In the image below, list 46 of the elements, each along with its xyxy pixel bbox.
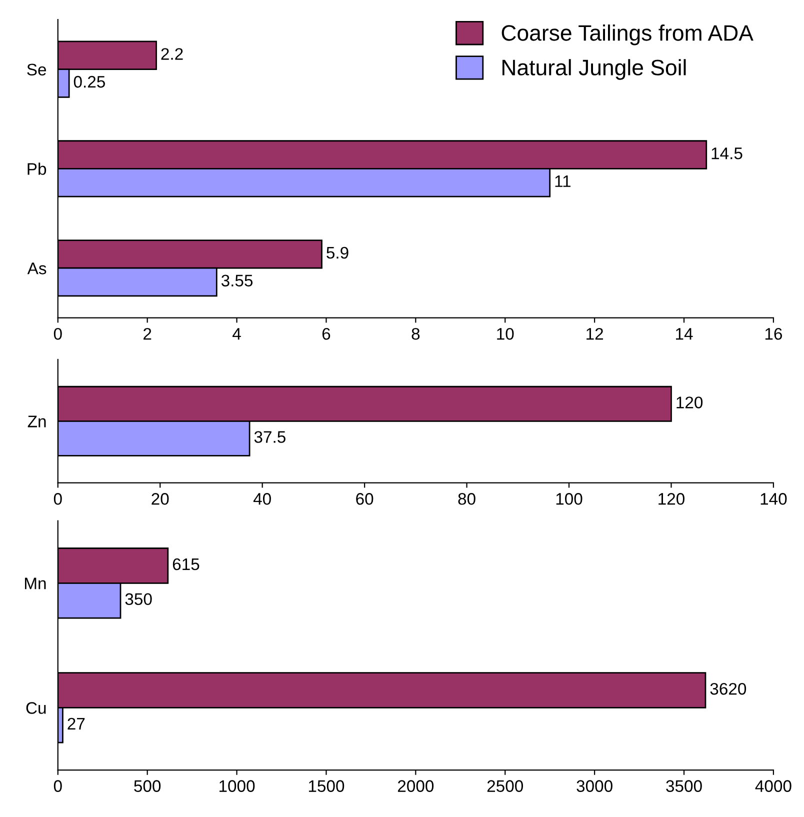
data-label: 2.2 (161, 48, 183, 60)
data-label: 11 (555, 175, 570, 187)
x-tick-label: 0 (54, 780, 62, 792)
x-tick-label: 3500 (666, 780, 702, 792)
x-tick-label: 4000 (755, 780, 792, 792)
y-tick-label: Se (27, 64, 46, 76)
x-tick-label: 500 (134, 780, 161, 792)
data-label: 615 (172, 558, 200, 570)
x-tick-label: 140 (760, 493, 787, 505)
x-tick-label: 100 (556, 493, 582, 505)
x-tick-label: 60 (356, 493, 374, 505)
x-tick-label: 2 (144, 328, 152, 340)
x-tick-label: 2000 (398, 780, 434, 792)
data-label: 5.9 (326, 246, 348, 259)
x-tick-label: 2500 (487, 780, 523, 792)
data-label: 14.5 (712, 148, 742, 160)
x-tick-label: 10 (497, 328, 514, 340)
x-tick-label: 20 (152, 493, 169, 505)
x-tick-label: 0 (54, 493, 62, 505)
x-tick-label: 14 (676, 328, 693, 340)
data-label: 350 (125, 593, 152, 606)
x-tick-label: 1000 (220, 780, 255, 792)
x-tick-label: 6 (322, 328, 330, 340)
data-label: 27 (68, 718, 85, 730)
x-tick-label: 16 (765, 328, 782, 340)
y-tick-label: Mn (24, 578, 46, 590)
x-tick-label: 80 (458, 493, 476, 505)
data-label: 3.55 (221, 274, 253, 286)
x-tick-label: 12 (586, 328, 603, 340)
x-tick-label: 8 (412, 328, 420, 340)
y-tick-label: Zn (28, 416, 46, 428)
x-tick-label: 120 (658, 493, 684, 505)
y-tick-label: Cu (26, 702, 46, 714)
x-tick-label: 0 (54, 328, 62, 340)
y-tick-label: Pb (28, 162, 46, 175)
legend-label: Natural Jungle Soil (502, 59, 686, 80)
y-tick-label: As (27, 262, 46, 274)
x-tick-label: 1500 (308, 780, 344, 792)
x-tick-label: 40 (253, 493, 271, 505)
x-tick-label: 4 (232, 328, 241, 340)
data-label: 37.5 (254, 431, 286, 443)
legend-label: Coarse Tailings from ADA (502, 24, 754, 46)
data-label: 0.25 (74, 76, 105, 88)
data-label: 3620 (710, 682, 746, 695)
x-tick-label: 3000 (576, 780, 612, 792)
data-label: 120 (676, 396, 703, 408)
